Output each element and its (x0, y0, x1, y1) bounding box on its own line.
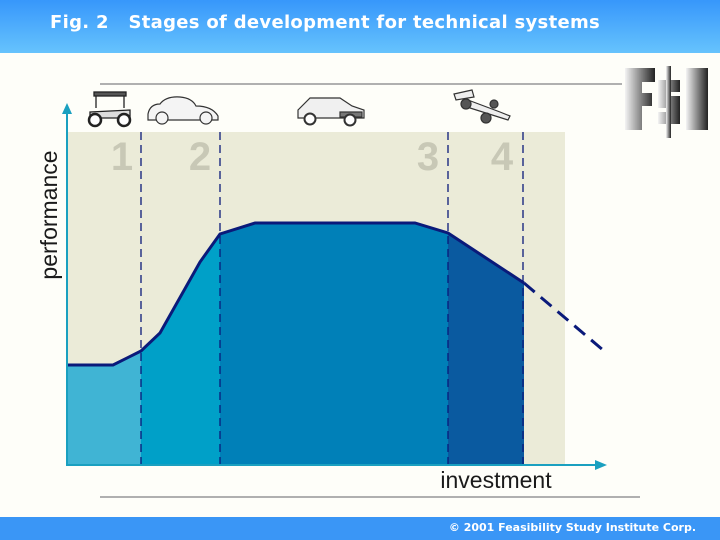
vintage-car-icon (87, 91, 132, 128)
stage-3-area (220, 223, 448, 465)
footer-bar: © 2001 Feasibility Study Institute Corp. (0, 517, 720, 540)
modern-car-icon (297, 97, 365, 127)
stage-4-area (448, 233, 524, 465)
stage-dividers (140, 132, 524, 465)
performance-curve (68, 221, 525, 367)
header-bar: Fig. 2 Stages of development for technic… (0, 0, 720, 53)
stage-number-3: 3 (417, 135, 439, 179)
x-axis-arrow-icon (595, 460, 607, 470)
y-axis-label: performance (36, 150, 62, 279)
curve-extrapolation (523, 281, 604, 352)
stage-number-2: 2 (189, 135, 211, 179)
stage-number-4: 4 (491, 135, 514, 179)
y-axis-arrow-icon (62, 103, 72, 114)
stage-2-area (141, 234, 220, 465)
stage-1-area (68, 351, 141, 465)
page-title: Fig. 2 Stages of development for technic… (50, 12, 601, 33)
x-axis-label: investment (440, 467, 552, 493)
classic-car-icon (147, 96, 219, 125)
race-car-icon (453, 89, 511, 124)
stage-number-1: 1 (111, 135, 133, 179)
copyright-text: © 2001 Feasibility Study Institute Corp. (448, 521, 696, 534)
fsi-logo (625, 66, 708, 138)
